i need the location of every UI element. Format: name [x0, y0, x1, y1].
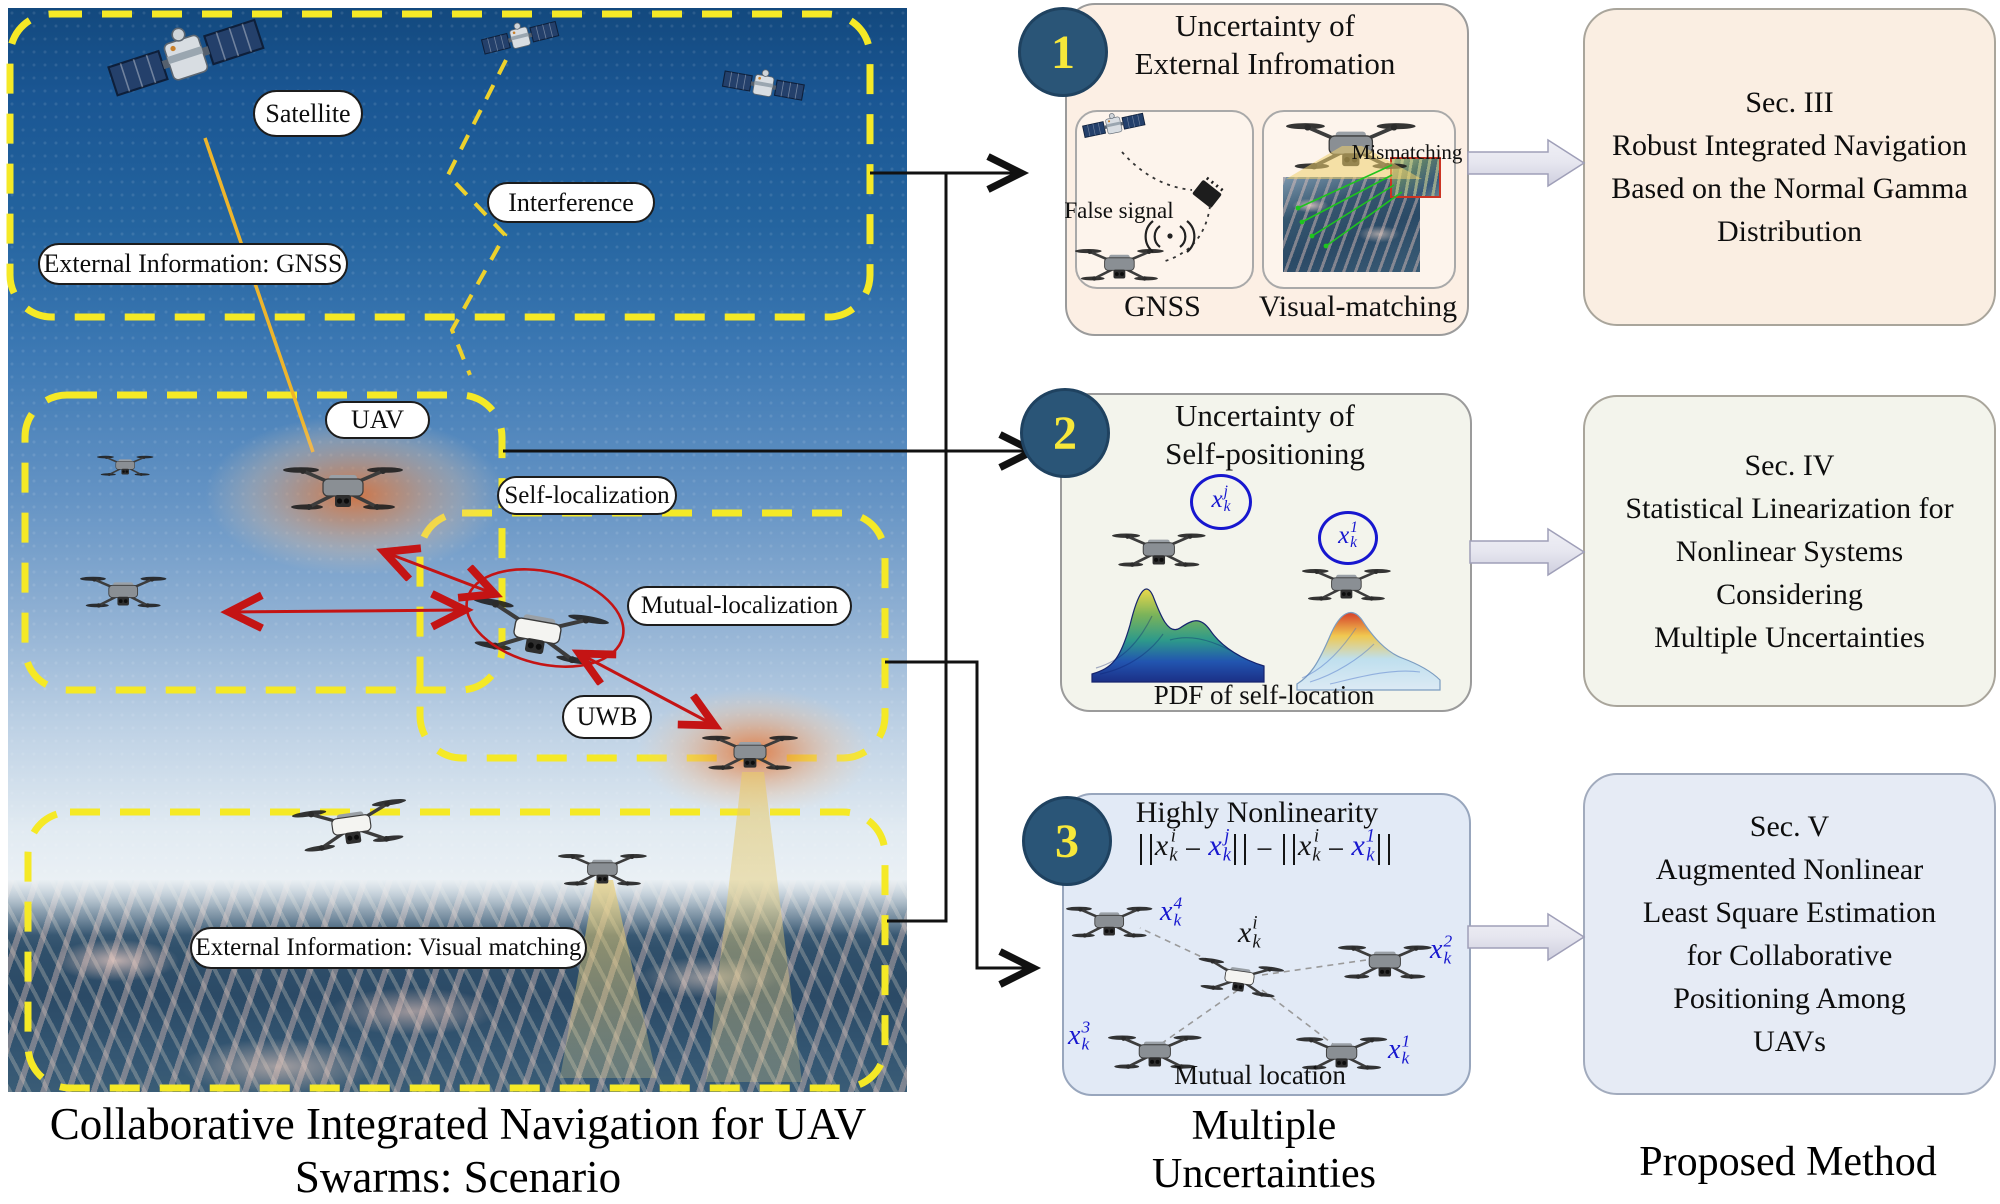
sec5-line: Least Square Estimation — [1642, 896, 1937, 929]
scenario-caption-line1: Collaborative Integrated Navigation for … — [49, 1099, 867, 1149]
scenario-caption-line2: Swarms: Scenario — [294, 1152, 622, 1202]
pdf-caption: PDF of self-location — [1153, 680, 1375, 710]
panel2-title-line1: Uncertainty of — [1175, 398, 1355, 433]
sec3-line: Based on the Normal Gamma — [1611, 172, 1968, 205]
formula-content: x i k − x j k − x i k − x 1 k — [1090, 827, 1440, 868]
sec4-box: Sec. IV Statistical Linearization for No… — [1583, 395, 1996, 707]
sec5-line: Positioning Among — [1673, 982, 1906, 1015]
mutual-location-caption: Mutual location — [1174, 1060, 1346, 1090]
sec3-line: Robust Integrated Navigation — [1612, 129, 1967, 162]
sec4-line: Statistical Linearization for — [1625, 491, 1954, 525]
multiple-line1: Multiple — [1191, 1103, 1337, 1149]
mismatching-label: Mismatching — [1351, 140, 1463, 164]
terrain-image — [8, 880, 907, 1092]
sec5-line: Augmented Nonlinear — [1655, 853, 1924, 886]
uav-label: UAV — [325, 401, 430, 439]
sec5-line: Sec. V — [1749, 810, 1830, 843]
false-signal-label: False signal — [1064, 198, 1174, 223]
nonlinearity-formula: x i k − x j k − x i k − x 1 k — [1090, 827, 1440, 877]
step-1-badge: 1 — [1018, 7, 1108, 97]
step-3-badge: 3 — [1022, 796, 1112, 886]
step-number: 3 — [1055, 814, 1079, 868]
panel1-title-line1: Uncertainty of — [1175, 8, 1355, 43]
self-localization-label: Self-localization — [497, 476, 677, 515]
sec3-line: Sec. III — [1745, 86, 1834, 119]
sec4-line: Sec. IV — [1744, 448, 1835, 482]
mutual-localization-label: Mutual-localization — [627, 586, 852, 626]
step-number: 1 — [1051, 25, 1075, 79]
sec3-line: Distribution — [1716, 215, 1862, 248]
uwb-label: UWB — [562, 695, 652, 739]
visual-matching-caption: Visual-matching — [1258, 290, 1458, 323]
sec4-line: Nonlinear Systems — [1675, 534, 1904, 568]
panel2-title-line2: Self-positioning — [1165, 436, 1365, 471]
panel3-title: Highly Nonlinearity — [1135, 796, 1379, 829]
panel1-title-line2: External Infromation — [1134, 46, 1396, 81]
sec4-line: Multiple Uncertainties — [1654, 620, 1925, 654]
sec5-line: UAVs — [1753, 1025, 1826, 1058]
external-information-visual-label: External Information: Visual matching — [190, 927, 587, 969]
proposed-method-caption: Proposed Method — [1639, 1139, 1937, 1185]
sec3-box: Sec. III Robust Integrated Navigation Ba… — [1583, 8, 1996, 326]
gnss-caption: GNSS — [1124, 290, 1201, 323]
block-arrows — [1467, 138, 1586, 962]
sec5-line: for Collaborative — [1686, 939, 1893, 972]
step-2-badge: 2 — [1020, 388, 1110, 478]
sec5-box: Sec. V Augmented Nonlinear Least Square … — [1583, 773, 1996, 1095]
satellite-label: Satellite — [253, 90, 363, 137]
multiple-uncertainties-caption: Multiple Uncertainties — [1064, 1102, 1464, 1198]
scenario-caption: Collaborative Integrated Navigation for … — [8, 1098, 908, 1204]
step-number: 2 — [1053, 406, 1077, 460]
interference-label: Interference — [487, 182, 655, 223]
external-information-gnss-label: External Information: GNSS — [38, 243, 348, 285]
multiple-line2: Uncertainties — [1152, 1151, 1376, 1197]
sec4-line: Considering — [1716, 577, 1863, 611]
